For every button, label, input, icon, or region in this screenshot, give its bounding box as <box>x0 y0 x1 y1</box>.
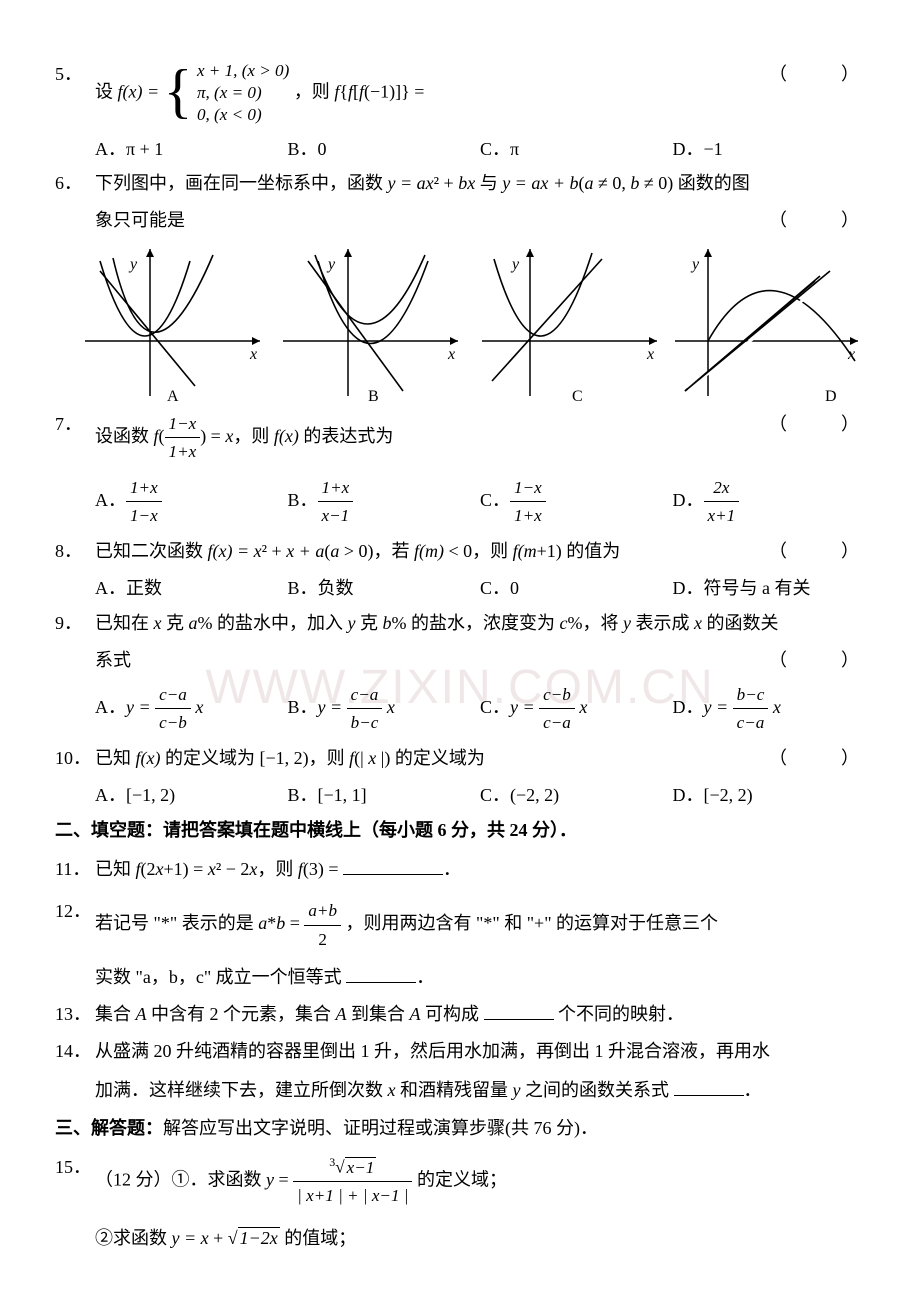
option-b: B．[−1, 1] <box>288 781 481 810</box>
q5-number: 5． <box>55 60 95 127</box>
svg-text:x: x <box>447 346 455 363</box>
option-d: D．[−2, 2) <box>673 781 866 810</box>
svg-text:y: y <box>326 256 336 273</box>
q14-number: 14． <box>55 1037 95 1066</box>
q9-number: 9． <box>55 609 95 638</box>
option-b: B．0 <box>288 135 481 164</box>
option-a: A．y = c−ac−b x <box>95 681 288 737</box>
chart-c: y x C <box>472 241 667 406</box>
q6-stem2: 象只可能是 <box>95 210 185 230</box>
q5-stem-post: ，则 f{f[f(−1)]} = <box>294 81 425 101</box>
q11-number: 11． <box>55 855 95 884</box>
section-2-header: 二、填空题：请把答案填在题中横线上（每小题 6 分，共 24 分）． <box>55 816 865 845</box>
option-a: A．正数 <box>95 574 288 603</box>
q6-number: 6． <box>55 169 95 198</box>
q14-line1: 从盛满 20 升纯酒精的容器里倒出 1 升，然后用水加满，再倒出 1 升混合溶液… <box>95 1041 770 1061</box>
option-d: D．−1 <box>673 135 866 164</box>
chart-a: y x A <box>75 241 270 406</box>
option-c: C．1−x1+x <box>480 474 673 530</box>
q12-number: 12． <box>55 897 95 953</box>
section-3-header: 三、解答题：解答应写出文字说明、证明过程或演算步骤(共 76 分)． <box>55 1114 865 1143</box>
q6-stem: 下列图中，画在同一坐标系中，函数 y = ax² + bx 与 y = ax +… <box>95 173 750 193</box>
q12-post: ，则用两边含有 "*" 和 "+" 的运算对于任意三个 <box>346 913 719 933</box>
svg-text:D: D <box>825 388 837 405</box>
blank-input <box>346 965 416 983</box>
option-b: B．负数 <box>288 574 481 603</box>
q15-part1: （12 分）①．求函数 y = <box>95 1169 293 1189</box>
q10-stem: 已知 f(x) 的定义域为 [−1, 2)，则 f(| x |) 的定义域为 <box>95 748 485 768</box>
q9-stem2-row: 系式 （ ） <box>55 646 865 675</box>
q8-options: A．正数 B．负数 C．0 D．符号与 a 有关 <box>55 574 865 603</box>
q5-options: A．π + 1 B．0 C．π D．−1 <box>55 135 865 164</box>
q13-post: 个不同的映射． <box>558 1004 684 1024</box>
q10-options: A．[−1, 2) B．[−1, 1] C．(−2, 2) D．[−2, 2) <box>55 781 865 810</box>
svg-text:B: B <box>368 388 379 405</box>
option-a: A．[−1, 2) <box>95 781 288 810</box>
q8-stem: 已知二次函数 f(x) = x² + x + a(a > 0)，若 f(m) <… <box>95 541 620 561</box>
answer-paren: （ ） <box>769 744 865 773</box>
svg-text:C: C <box>572 388 583 405</box>
question-13: 13． 集合 A 中含有 2 个元素，集合 A 到集合 A 可构成 个不同的映射… <box>55 1000 865 1029</box>
question-11: 11． 已知 f(2x+1) = x² − 2x，则 f(3) = ． <box>55 855 865 884</box>
question-9: 9． 已知在 x 克 a% 的盐水中，加入 y 克 b% 的盐水，浓度变为 c%… <box>55 609 865 638</box>
option-c: C．y = c−bc−a x <box>480 681 673 737</box>
q12-line2: 实数 "a，b，c" 成立一个恒等式 ． <box>55 963 865 992</box>
q7-options: A．1+x1−x B．1+xx−1 C．1−x1+x D．2xx+1 <box>55 474 865 530</box>
question-5: 5． 设 f(x) = { x + 1, (x > 0) π, (x = 0) … <box>55 60 865 127</box>
question-8: 8． 已知二次函数 f(x) = x² + x + a(a > 0)，若 f(m… <box>55 537 865 566</box>
question-15: 15． （12 分）①．求函数 y = 3√x−1 | x+1 | + | x−… <box>55 1153 865 1209</box>
option-b: B．y = c−ab−c x <box>288 681 481 737</box>
answer-paren: （ ） <box>769 410 865 439</box>
blank-input <box>674 1078 744 1096</box>
blank-input <box>484 1002 554 1020</box>
q12-pre: 若记号 "*" 表示的是 a*b = <box>95 913 304 933</box>
q11-stem: 已知 f(2x+1) = x² − 2x，则 f(3) = <box>95 859 339 879</box>
q13-pre: 集合 A 中含有 2 个元素，集合 A 到集合 A 可构成 <box>95 1004 479 1024</box>
chart-b: y x B <box>273 241 468 406</box>
option-c: C．0 <box>480 574 673 603</box>
answer-paren: （ ） <box>769 537 865 566</box>
option-a: A．π + 1 <box>95 135 288 164</box>
option-b: B．1+xx−1 <box>288 474 481 530</box>
q9-stem2: 系式 <box>95 650 131 670</box>
q9-options: A．y = c−ac−b x B．y = c−ab−c x C．y = c−bc… <box>55 681 865 737</box>
option-d: D．符号与 a 有关 <box>673 574 866 603</box>
q5-stem-pre: 设 <box>95 81 113 101</box>
question-7: 7． 设函数 f(1−x1+x) = x，则 f(x) 的表达式为 （ ） <box>55 410 865 466</box>
q7-number: 7． <box>55 410 95 466</box>
svg-text:x: x <box>249 346 257 363</box>
chart-d: y x D <box>670 241 865 406</box>
svg-text:y: y <box>128 256 138 273</box>
blank-input <box>343 857 443 875</box>
question-14: 14． 从盛满 20 升纯酒精的容器里倒出 1 升，然后用水加满，再倒出 1 升… <box>55 1037 865 1066</box>
option-c: C．π <box>480 135 673 164</box>
q15-number: 15． <box>55 1153 95 1209</box>
option-a: A．1+x1−x <box>95 474 288 530</box>
q14-line2: 加满．这样继续下去，建立所倒次数 x 和酒精残留量 y 之间的函数关系式 ． <box>55 1076 865 1105</box>
answer-paren: （ ） <box>769 60 865 89</box>
question-12: 12． 若记号 "*" 表示的是 a*b = a+b2 ，则用两边含有 "*" … <box>55 897 865 953</box>
answer-paren: （ ） <box>769 206 865 235</box>
svg-text:x: x <box>646 346 654 363</box>
q9-stem: 已知在 x 克 a% 的盐水中，加入 y 克 b% 的盐水，浓度变为 c%，将 … <box>95 613 779 633</box>
option-d: D．y = b−cc−a x <box>673 681 866 737</box>
q10-number: 10． <box>55 744 95 773</box>
svg-text:A: A <box>167 388 179 405</box>
q6-charts: y x A y x B y x C y x <box>55 241 865 406</box>
q6-stem2-row: 象只可能是 （ ） <box>55 206 865 235</box>
q15-part2: ②求函数 y = x + √1−2x 的值域； <box>55 1224 865 1253</box>
svg-text:y: y <box>510 256 520 273</box>
answer-paren: （ ） <box>769 646 865 675</box>
q8-number: 8． <box>55 537 95 566</box>
svg-text:y: y <box>690 256 700 273</box>
question-10: 10． 已知 f(x) 的定义域为 [−1, 2)，则 f(| x |) 的定义… <box>55 744 865 773</box>
question-6: 6． 下列图中，画在同一坐标系中，函数 y = ax² + bx 与 y = a… <box>55 169 865 198</box>
q5-piecewise: x + 1, (x > 0) π, (x = 0) 0, (x < 0) <box>197 60 289 127</box>
q13-number: 13． <box>55 1000 95 1029</box>
option-d: D．2xx+1 <box>673 474 866 530</box>
option-c: C．(−2, 2) <box>480 781 673 810</box>
q7-stem: 设函数 f(1−x1+x) = x，则 f(x) 的表达式为 <box>95 426 393 446</box>
